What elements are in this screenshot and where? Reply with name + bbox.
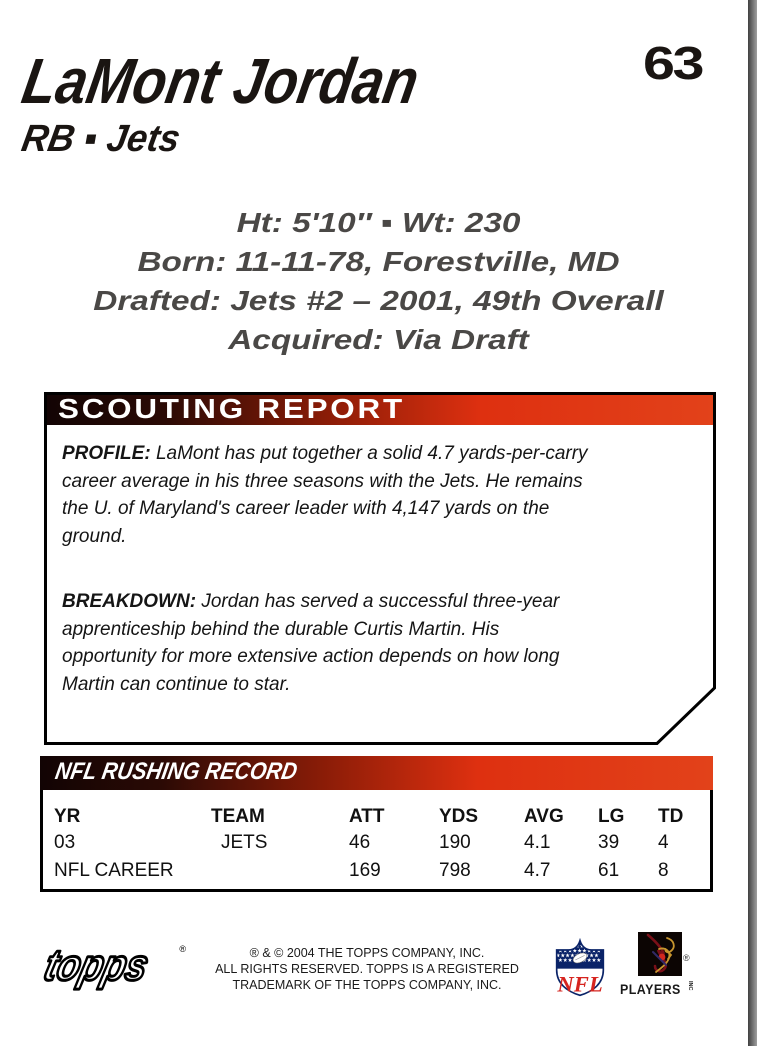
svg-text:NFL: NFL [556,971,602,996]
svg-text:topps: topps [40,940,154,990]
